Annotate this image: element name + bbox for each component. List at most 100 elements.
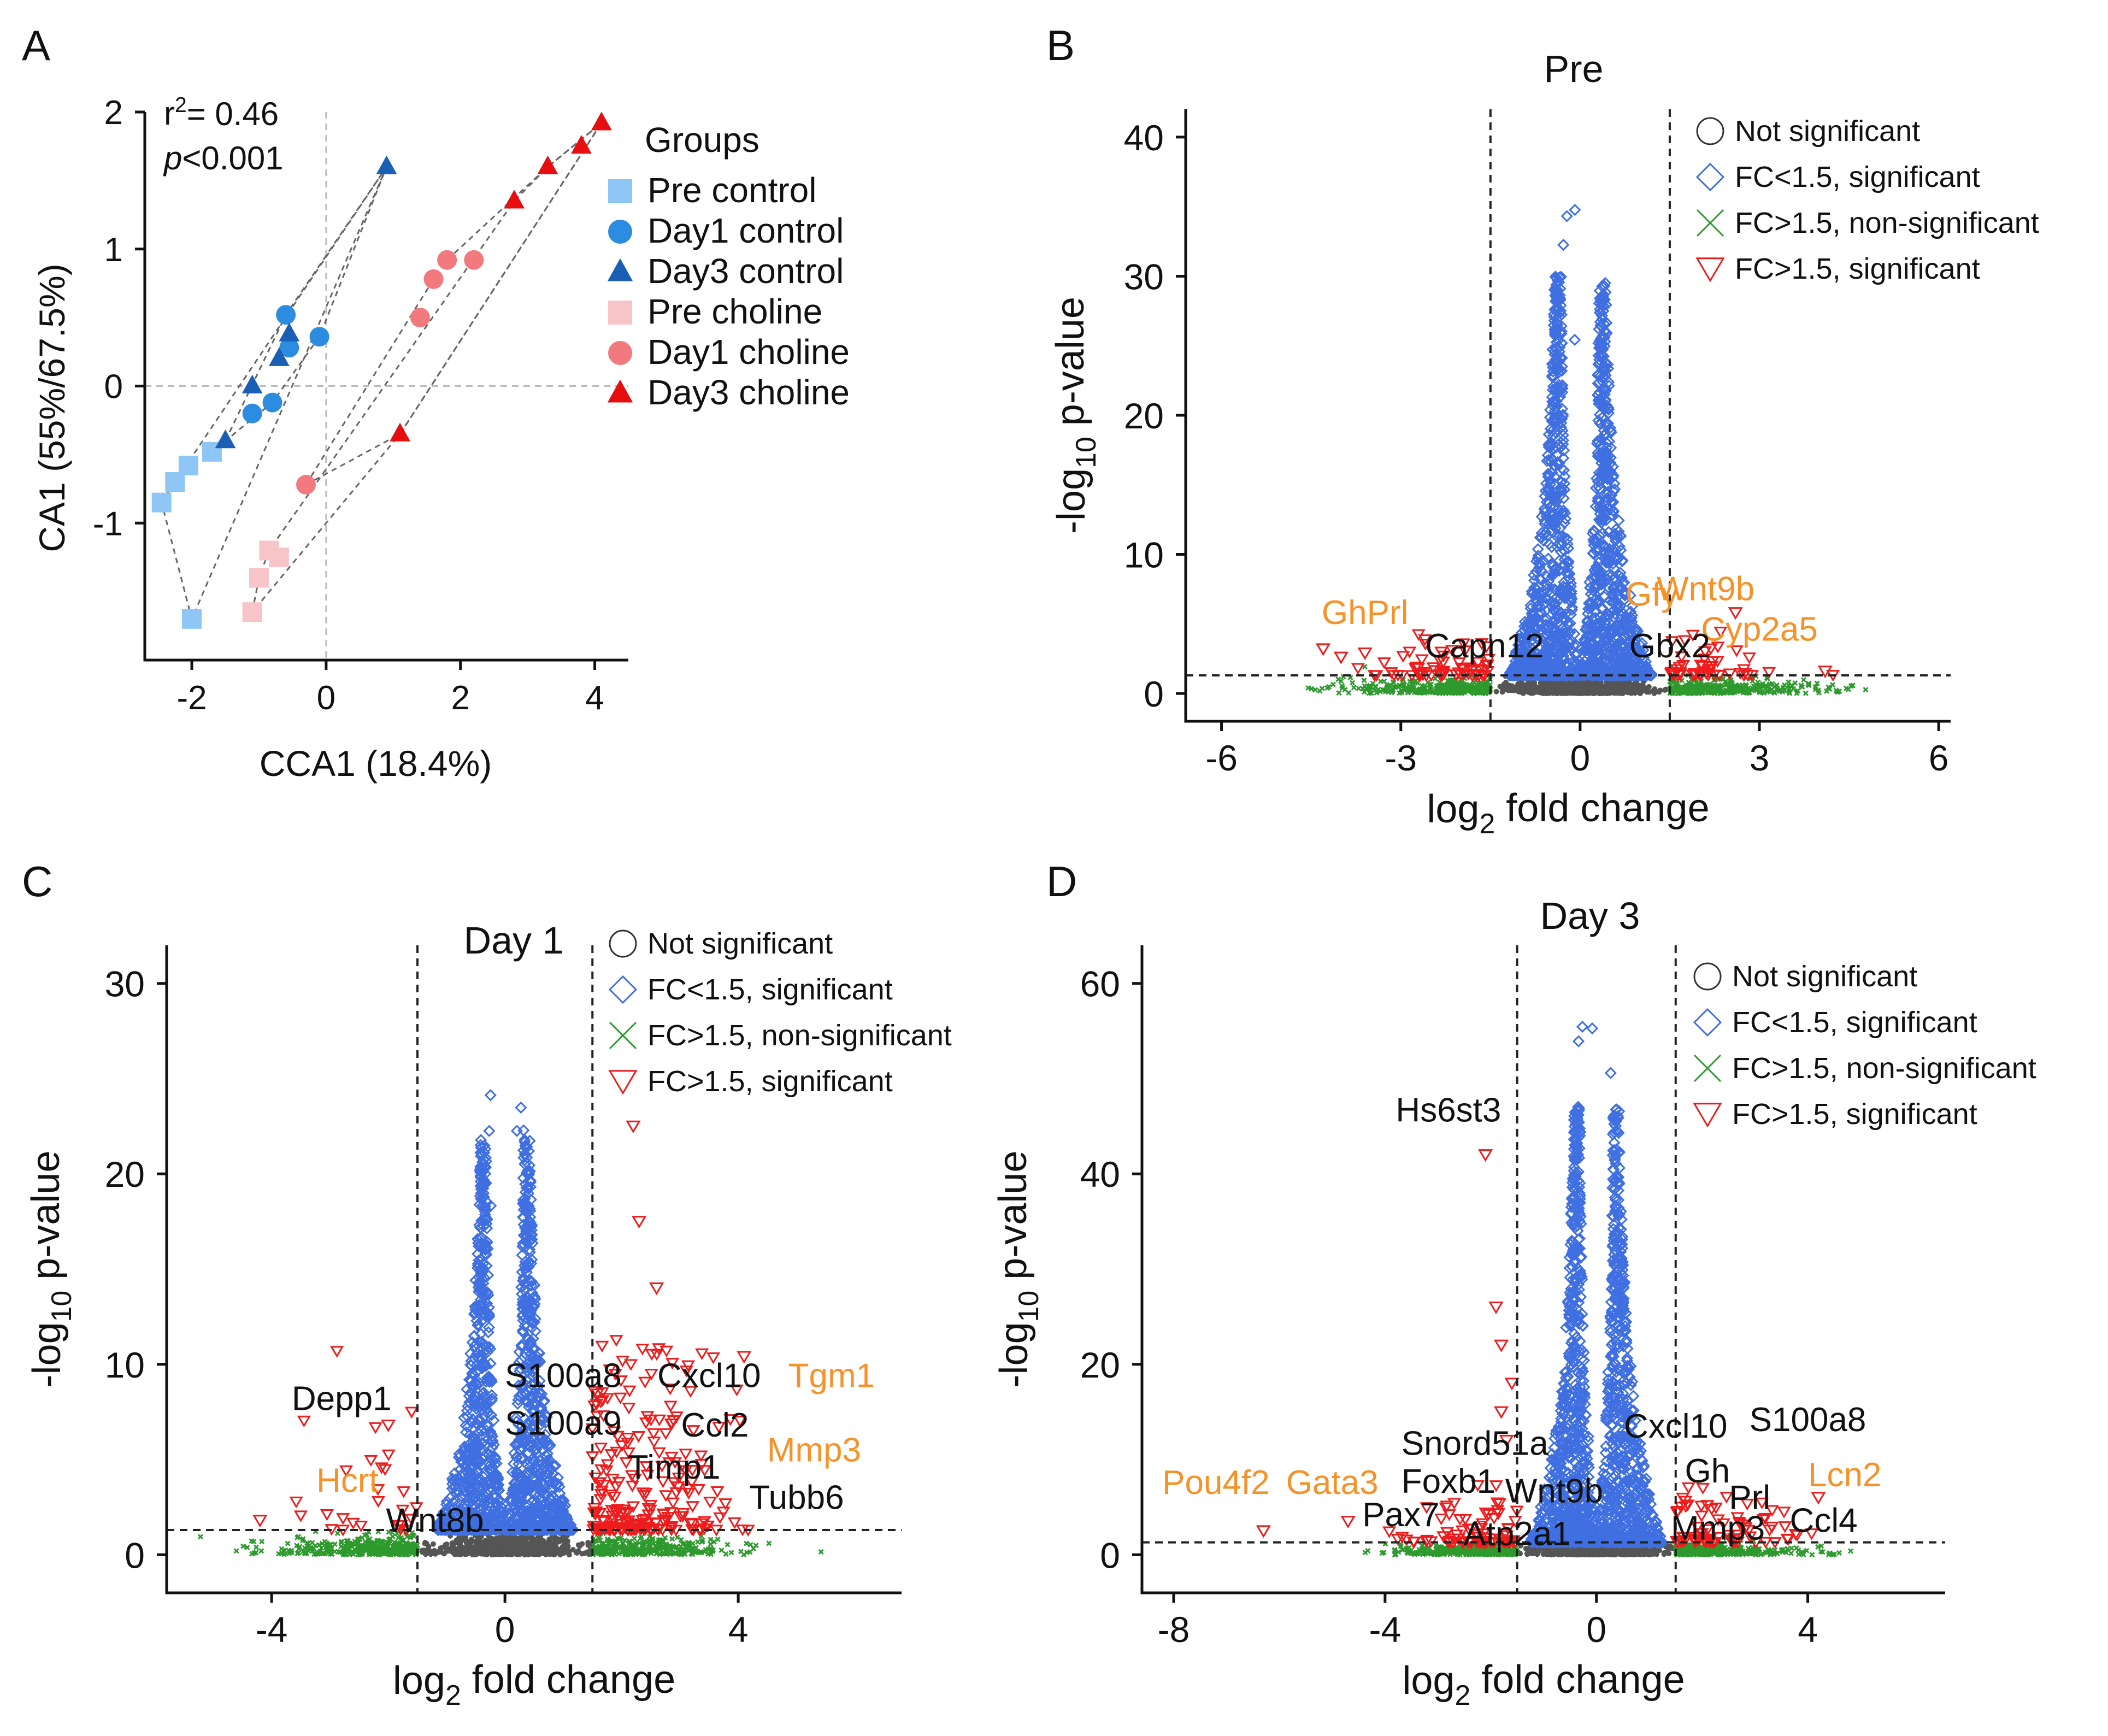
fc-lt-sig-point xyxy=(1542,552,1554,565)
fc-gt-nonsig-point-stroke-b xyxy=(1715,689,1721,695)
not-sig-point xyxy=(1657,687,1663,693)
not-sig-point xyxy=(1551,687,1557,693)
fc-gt-nonsig-point-stroke-b xyxy=(1816,690,1822,696)
fc-gt-nonsig-point-stroke-b xyxy=(1347,674,1353,680)
fc-gt-nonsig-point-stroke-b xyxy=(1336,690,1342,696)
fc-gt-sig-point xyxy=(1426,662,1440,674)
fc-lt-sig-point xyxy=(1590,570,1603,583)
legend-label: FC<1.5, significant xyxy=(1735,161,1980,193)
fc-gt-sig-point xyxy=(1396,651,1410,663)
fc-gt-nonsig-point xyxy=(1427,688,1433,695)
fc-gt-nonsig-point xyxy=(1758,684,1764,690)
fc-lt-sig-point xyxy=(1561,555,1574,568)
fc-lt-sig-point xyxy=(1541,643,1553,656)
fc-lt-sig-point xyxy=(1591,544,1604,556)
fc-gt-nonsig-point xyxy=(1801,677,1807,683)
fc-lt-sig-point xyxy=(1602,526,1615,538)
fc-gt-nonsig-point-stroke-b xyxy=(1391,680,1397,686)
fc-lt-sig-point xyxy=(1603,435,1616,448)
fc-lt-sig-point xyxy=(1555,481,1568,493)
fc-gt-nonsig-point xyxy=(1459,680,1465,686)
r-squared-annotation-part-2: = 0.46 xyxy=(187,96,279,132)
fc-gt-nonsig-point-stroke-b xyxy=(1452,686,1458,692)
fc-gt-nonsig-point-stroke-b xyxy=(1480,685,1486,691)
fc-lt-sig-point xyxy=(1561,210,1573,222)
fc-lt-sig-point xyxy=(1548,599,1561,612)
data-point xyxy=(242,602,262,622)
legend-marker xyxy=(607,379,633,403)
fc-lt-sig-point xyxy=(1622,662,1635,675)
fc-gt-nonsig-point-stroke-b xyxy=(1406,683,1412,689)
data-point xyxy=(242,374,263,393)
fc-gt-nonsig-point xyxy=(1312,687,1318,693)
fc-gt-nonsig-point-stroke-b xyxy=(1373,684,1379,690)
fc-gt-nonsig-point-stroke-b xyxy=(1437,679,1443,685)
fc-lt-sig-point xyxy=(1581,607,1594,620)
fc-gt-nonsig-point-stroke-b xyxy=(1370,680,1376,686)
fc-lt-sig-point xyxy=(1554,545,1568,558)
fc-lt-sig-point xyxy=(1607,496,1620,508)
fc-lt-sig-point xyxy=(1599,382,1612,395)
not-sig-point xyxy=(1573,686,1579,692)
data-point xyxy=(279,338,299,358)
fc-gt-nonsig-point xyxy=(1788,682,1794,688)
fc-gt-nonsig-point-stroke-b xyxy=(1427,688,1433,695)
fc-gt-nonsig-point-stroke-b xyxy=(1750,678,1756,684)
fc-gt-nonsig-point-stroke-b xyxy=(1812,684,1818,690)
x-axis-label-part-1: 2 xyxy=(1479,808,1495,839)
series-day3-choline xyxy=(390,111,612,442)
fc-gt-nonsig-point xyxy=(1389,688,1395,695)
fc-lt-sig-point xyxy=(1612,514,1625,527)
data-point xyxy=(309,327,329,347)
fc-gt-nonsig-point-stroke-b xyxy=(1720,690,1726,696)
fc-lt-sig-point xyxy=(1506,663,1518,675)
fc-lt-sig-point xyxy=(1545,455,1557,468)
fc-lt-sig-point xyxy=(1582,602,1595,615)
fc-lt-sig-point xyxy=(1609,663,1622,675)
data-point xyxy=(571,134,592,154)
fc-gt-nonsig-point xyxy=(1402,682,1408,688)
fc-lt-sig-point xyxy=(1603,548,1616,561)
fc-lt-sig-point xyxy=(1547,519,1561,532)
fc-lt-sig-point xyxy=(1552,379,1565,391)
not-sig-point xyxy=(1540,688,1546,695)
fc-gt-nonsig-point-stroke-b xyxy=(1758,684,1764,690)
fc-gt-nonsig-point-stroke-b xyxy=(1792,680,1798,686)
fc-lt-sig-point xyxy=(1546,570,1558,582)
fc-gt-nonsig-point-stroke-b xyxy=(1806,682,1812,688)
fc-gt-sig-point xyxy=(1475,638,1489,650)
fc-gt-nonsig-point-stroke-b xyxy=(1459,680,1465,686)
r-squared-annotation-part-1: 2 xyxy=(175,93,187,117)
fc-gt-nonsig-point-stroke-b xyxy=(1413,688,1419,695)
fc-gt-nonsig-point xyxy=(1459,687,1465,693)
fc-lt-sig-point xyxy=(1545,540,1558,554)
fc-lt-sig-point xyxy=(1525,614,1538,626)
fc-lt-sig-point xyxy=(1637,644,1650,656)
fc-gt-nonsig-point-stroke-b xyxy=(1675,684,1681,690)
fc-lt-sig-point xyxy=(1581,620,1593,633)
fc-gt-nonsig-point xyxy=(1692,686,1698,692)
y-axis-label-part-2: p-value xyxy=(1049,297,1092,437)
fc-gt-nonsig-point xyxy=(1712,683,1718,689)
fc-gt-nonsig-point xyxy=(1687,688,1693,694)
fc-lt-sig-point xyxy=(1635,650,1648,662)
fc-gt-nonsig-point xyxy=(1680,688,1686,695)
fc-lt-sig-point xyxy=(1559,513,1572,525)
data-point xyxy=(268,347,290,366)
fc-gt-nonsig-point-stroke-b xyxy=(1475,690,1481,696)
not-sig-point xyxy=(1564,686,1570,692)
legend-label: Day1 control xyxy=(647,211,844,250)
fc-gt-nonsig-point xyxy=(1440,685,1446,691)
fc-gt-sig-point xyxy=(1384,667,1398,679)
not-sig-point xyxy=(1536,684,1542,690)
fc-gt-nonsig-point xyxy=(1676,690,1682,696)
fc-gt-sig-point xyxy=(1482,654,1496,666)
fc-gt-nonsig-point xyxy=(1391,680,1397,686)
fc-lt-sig-point xyxy=(1539,654,1552,666)
data-point xyxy=(591,111,612,131)
fc-gt-sig-point xyxy=(1471,657,1485,669)
not-sig-point xyxy=(1595,680,1601,686)
fc-gt-nonsig-point-stroke-b xyxy=(1767,689,1773,695)
fc-gt-nonsig-point xyxy=(1814,680,1820,686)
fc-gt-nonsig-point-stroke-b xyxy=(1475,680,1481,686)
